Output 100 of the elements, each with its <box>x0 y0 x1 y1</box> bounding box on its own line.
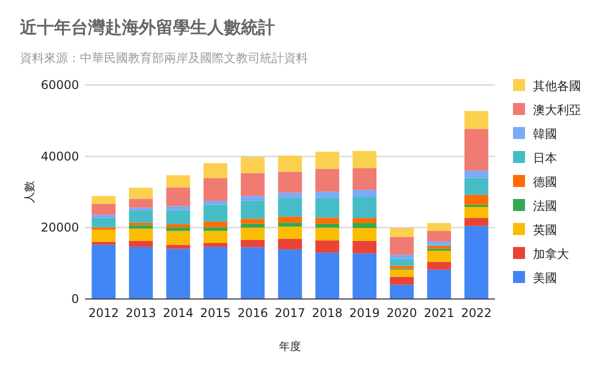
bar <box>128 228 153 241</box>
bar <box>240 240 265 248</box>
bar <box>166 248 190 299</box>
bar <box>278 238 302 250</box>
bar <box>464 170 488 178</box>
bar <box>128 198 153 208</box>
bar <box>278 222 302 227</box>
bar <box>204 230 228 244</box>
x-tick-label: 2022 <box>461 306 492 320</box>
bar <box>352 168 376 190</box>
x-tick-label: 2014 <box>162 306 194 320</box>
x-tick-label: 2017 <box>274 306 306 320</box>
bar <box>427 230 452 242</box>
bar <box>166 210 190 224</box>
x-tick-label: 2018 <box>312 306 343 320</box>
bar <box>240 247 265 299</box>
bar <box>427 270 452 299</box>
bar <box>464 128 488 171</box>
bar <box>315 252 340 299</box>
bar <box>204 243 228 247</box>
x-tick-label: 2019 <box>349 306 380 320</box>
y-tick-label: 60000 <box>40 78 79 92</box>
bar <box>352 150 376 168</box>
bar <box>204 246 228 299</box>
bar <box>240 157 265 174</box>
bar <box>240 196 265 201</box>
bar <box>278 156 302 172</box>
bar <box>315 228 340 241</box>
bar <box>427 250 452 262</box>
bar <box>128 225 153 229</box>
bar <box>390 236 414 255</box>
bar <box>166 227 190 231</box>
bar <box>128 222 153 226</box>
bar <box>390 276 414 285</box>
x-tick-label: 2015 <box>200 306 231 320</box>
bar <box>352 218 376 224</box>
bar <box>390 270 414 277</box>
bar <box>278 249 302 299</box>
bar <box>315 240 340 253</box>
y-tick-label: 0 <box>71 292 79 306</box>
bar <box>128 208 153 211</box>
bar <box>464 218 488 226</box>
bar <box>204 200 228 205</box>
bar <box>92 244 116 299</box>
bar <box>92 230 116 242</box>
bar <box>92 242 116 245</box>
legend-label: 澳大利亞 <box>533 103 581 117</box>
x-tick-label: 2021 <box>424 306 454 320</box>
bar <box>427 262 452 270</box>
bar <box>464 206 488 218</box>
legend-label: 其他各國 <box>533 79 581 93</box>
bar <box>278 192 302 198</box>
bar <box>464 194 488 205</box>
bar <box>464 111 488 129</box>
bar <box>315 168 340 192</box>
chart-title: 近十年台灣赴海外留學生人數統計 <box>19 18 275 38</box>
y-axis-title: 人數 <box>23 181 36 203</box>
bar <box>315 218 340 224</box>
bar <box>464 178 488 195</box>
x-tick-label: 2013 <box>126 306 156 320</box>
bar <box>240 228 265 240</box>
bar <box>278 226 302 239</box>
bar <box>204 204 228 222</box>
bar <box>240 200 265 219</box>
bar <box>390 258 414 266</box>
y-tick-label: 40000 <box>40 149 79 164</box>
bar <box>315 152 340 169</box>
x-axis-title: 年度 <box>279 340 301 353</box>
legend-label: 韓國 <box>533 127 557 141</box>
bar <box>352 190 376 197</box>
bar <box>315 192 340 198</box>
bar <box>390 228 414 237</box>
bar <box>278 172 302 193</box>
legend-label: 德國 <box>533 175 557 189</box>
bar <box>352 240 376 254</box>
bar <box>427 242 452 245</box>
chart-subtitle: 資料來源：中華民國教育部兩岸及國際文教司統計資料 <box>20 51 308 65</box>
bar <box>166 175 190 188</box>
bar <box>278 216 302 223</box>
bar <box>166 187 190 206</box>
x-tick-label: 2020 <box>386 306 418 320</box>
bar <box>92 218 116 228</box>
bar <box>128 210 153 223</box>
bar <box>92 227 116 230</box>
bar <box>204 163 228 178</box>
bar <box>204 178 228 201</box>
y-tick-label: 20000 <box>40 220 79 235</box>
bar <box>128 188 153 199</box>
bar <box>92 196 116 204</box>
bar <box>427 223 452 231</box>
bar <box>92 204 116 215</box>
legend-label: 日本 <box>533 151 557 165</box>
bar <box>352 196 376 218</box>
bar <box>352 228 376 241</box>
legend-label: 加拿大 <box>533 247 569 261</box>
legend-label: 英國 <box>533 223 557 237</box>
bar <box>390 284 414 299</box>
bar <box>240 173 265 196</box>
legend-label: 美國 <box>533 271 557 285</box>
bar <box>204 222 228 228</box>
